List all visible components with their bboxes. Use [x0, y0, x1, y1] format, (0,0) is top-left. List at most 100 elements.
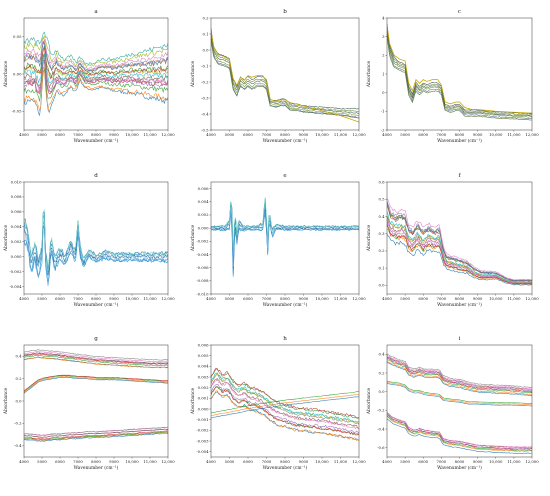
series-group-i [387, 353, 532, 454]
series-line-b-1 [211, 39, 359, 119]
series-line-i-0 [387, 362, 532, 397]
x-tick-label-g-8: 12,000 [161, 459, 175, 464]
x-axis-label-g: Wavenumber (cm⁻¹) [74, 465, 119, 471]
panel-g: 4000 5000 6000 7000 8000 9000 10,000 11,000 12,0… [4, 336, 175, 471]
series-line-a-1 [24, 65, 168, 112]
x-axis-label-d: Wavenumber (cm⁻¹) [74, 302, 119, 308]
series-line-h-2 [211, 391, 359, 414]
y-axis-label-b: Absorbance [191, 60, 196, 88]
x-tick-label-h-3: 7000 [262, 459, 272, 464]
y-tick-label-f-4: 0.4 [378, 214, 385, 219]
y-tick-label-d-4: 0.004 [11, 224, 22, 229]
x-tick-label-g-7: 11,000 [143, 459, 157, 464]
x-tick-label-h-0: 4000 [206, 459, 216, 464]
y-tick-label-i-1: -0.4 [377, 426, 385, 431]
x-tick-label-f-7: 11,000 [507, 296, 521, 301]
y-tick-label-b-1: -0.4 [201, 111, 209, 116]
y-tick-label-h-4: 0.000 [198, 406, 209, 411]
series-group-e [211, 197, 359, 277]
x-tick-label-c-2: 6000 [418, 132, 428, 137]
x-tick-label-d-5: 9000 [109, 296, 119, 301]
x-tick-label-i-0: 4000 [382, 459, 392, 464]
series-line-a-11 [24, 47, 168, 80]
series-line-c-1 [387, 33, 532, 119]
x-tick-label-b-1: 5000 [225, 132, 235, 137]
x-tick-label-h-4: 8000 [280, 459, 290, 464]
x-tick-label-h-1: 5000 [225, 459, 235, 464]
series-line-f-5 [387, 217, 532, 284]
x-axis-label-e: Wavenumber (cm⁻¹) [263, 302, 308, 308]
y-tick-label-g-3: 0.2 [15, 376, 22, 381]
y-tick-label-d-0: -0.004 [9, 284, 22, 289]
x-tick-label-g-4: 8000 [91, 459, 101, 464]
x-tick-label-f-5: 9000 [473, 296, 483, 301]
x-tick-label-i-3: 7000 [437, 459, 447, 464]
x-tick-label-i-4: 8000 [455, 459, 465, 464]
x-tick-label-e-7: 11,000 [334, 296, 348, 301]
series-line-a-9 [24, 52, 168, 84]
series-line-g-2 [24, 354, 168, 366]
panel-title-i: i [459, 336, 461, 342]
x-axis-label-c: Wavenumber (cm⁻¹) [437, 138, 482, 144]
series-line-d-7 [24, 209, 168, 272]
series-line-d-4 [24, 214, 168, 274]
x-tick-label-a-4: 8000 [91, 132, 101, 137]
x-tick-label-g-5: 9000 [109, 459, 119, 464]
panel-title-b: b [283, 9, 287, 15]
x-tick-label-e-3: 7000 [262, 296, 272, 301]
y-tick-label-g-2: 0.0 [15, 398, 22, 403]
x-tick-label-c-4: 8000 [455, 132, 465, 137]
x-tick-label-f-3: 7000 [437, 296, 447, 301]
y-axis-label-f: Absorbance [367, 224, 372, 252]
panel-b: 4000 5000 6000 7000 8000 9000 10,000 11,000 12,0… [191, 9, 366, 144]
x-tick-label-g-6: 10,000 [125, 459, 139, 464]
x-tick-label-i-2: 6000 [418, 459, 428, 464]
y-tick-label-f-2: 0.2 [378, 248, 385, 253]
y-tick-label-b-0: -0.5 [201, 127, 209, 132]
x-tick-label-c-3: 7000 [437, 132, 447, 137]
series-line-b-5 [211, 27, 359, 110]
x-axis-label-a: Wavenumber (cm⁻¹) [74, 138, 119, 144]
series-line-i-6 [387, 411, 532, 448]
x-tick-label-a-0: 4000 [19, 132, 29, 137]
x-tick-label-h-5: 9000 [299, 459, 309, 464]
panel-title-e: e [283, 173, 287, 179]
y-tick-label-c-4: 2 [382, 53, 385, 58]
x-tick-label-c-8: 12,000 [525, 132, 539, 137]
axes-frame-d [23, 181, 169, 295]
x-tick-label-a-2: 6000 [55, 132, 65, 137]
panel-title-h: h [283, 336, 287, 342]
x-tick-label-d-7: 11,000 [143, 296, 157, 301]
series-group-h [211, 367, 359, 441]
panels-group: 4000 5000 6000 7000 8000 9000 10,000 11,000 12,0… [4, 9, 539, 471]
x-tick-label-c-6: 10,000 [489, 132, 503, 137]
x-tick-label-a-8: 12,000 [161, 132, 175, 137]
x-tick-label-d-0: 4000 [19, 296, 29, 301]
x-tick-label-b-3: 7000 [262, 132, 272, 137]
series-line-b-3 [211, 34, 359, 114]
x-tick-label-a-1: 5000 [37, 132, 47, 137]
series-line-a-7 [24, 54, 168, 93]
series-line-g-3 [24, 374, 168, 392]
series-line-f-0 [387, 233, 532, 286]
panel-title-f: f [458, 173, 461, 179]
series-line-g-0 [24, 432, 168, 442]
y-tick-label-g-0: -0.4 [14, 443, 22, 448]
panel-title-c: c [458, 9, 461, 15]
y-tick-label-g-4: 0.4 [15, 354, 22, 359]
series-line-c-5 [387, 23, 532, 115]
y-tick-label-h-2: -0.002 [196, 428, 209, 433]
y-tick-label-b-5: 0.0 [202, 47, 209, 52]
series-line-c-3 [387, 28, 532, 117]
series-line-g-7 [24, 349, 168, 361]
x-tick-label-i-7: 11,000 [507, 459, 521, 464]
y-tick-label-e-2: -0.006 [196, 265, 209, 270]
series-group-c [387, 23, 532, 121]
series-line-g-2 [24, 431, 168, 441]
series-line-e-7 [211, 197, 359, 254]
series-line-h-11 [211, 367, 359, 419]
y-axis-label-g: Absorbance [4, 387, 9, 415]
y-axis-label-i: Absorbance [367, 387, 372, 415]
y-tick-label-h-7: 0.003 [198, 374, 209, 379]
x-tick-label-c-0: 4000 [382, 132, 392, 137]
